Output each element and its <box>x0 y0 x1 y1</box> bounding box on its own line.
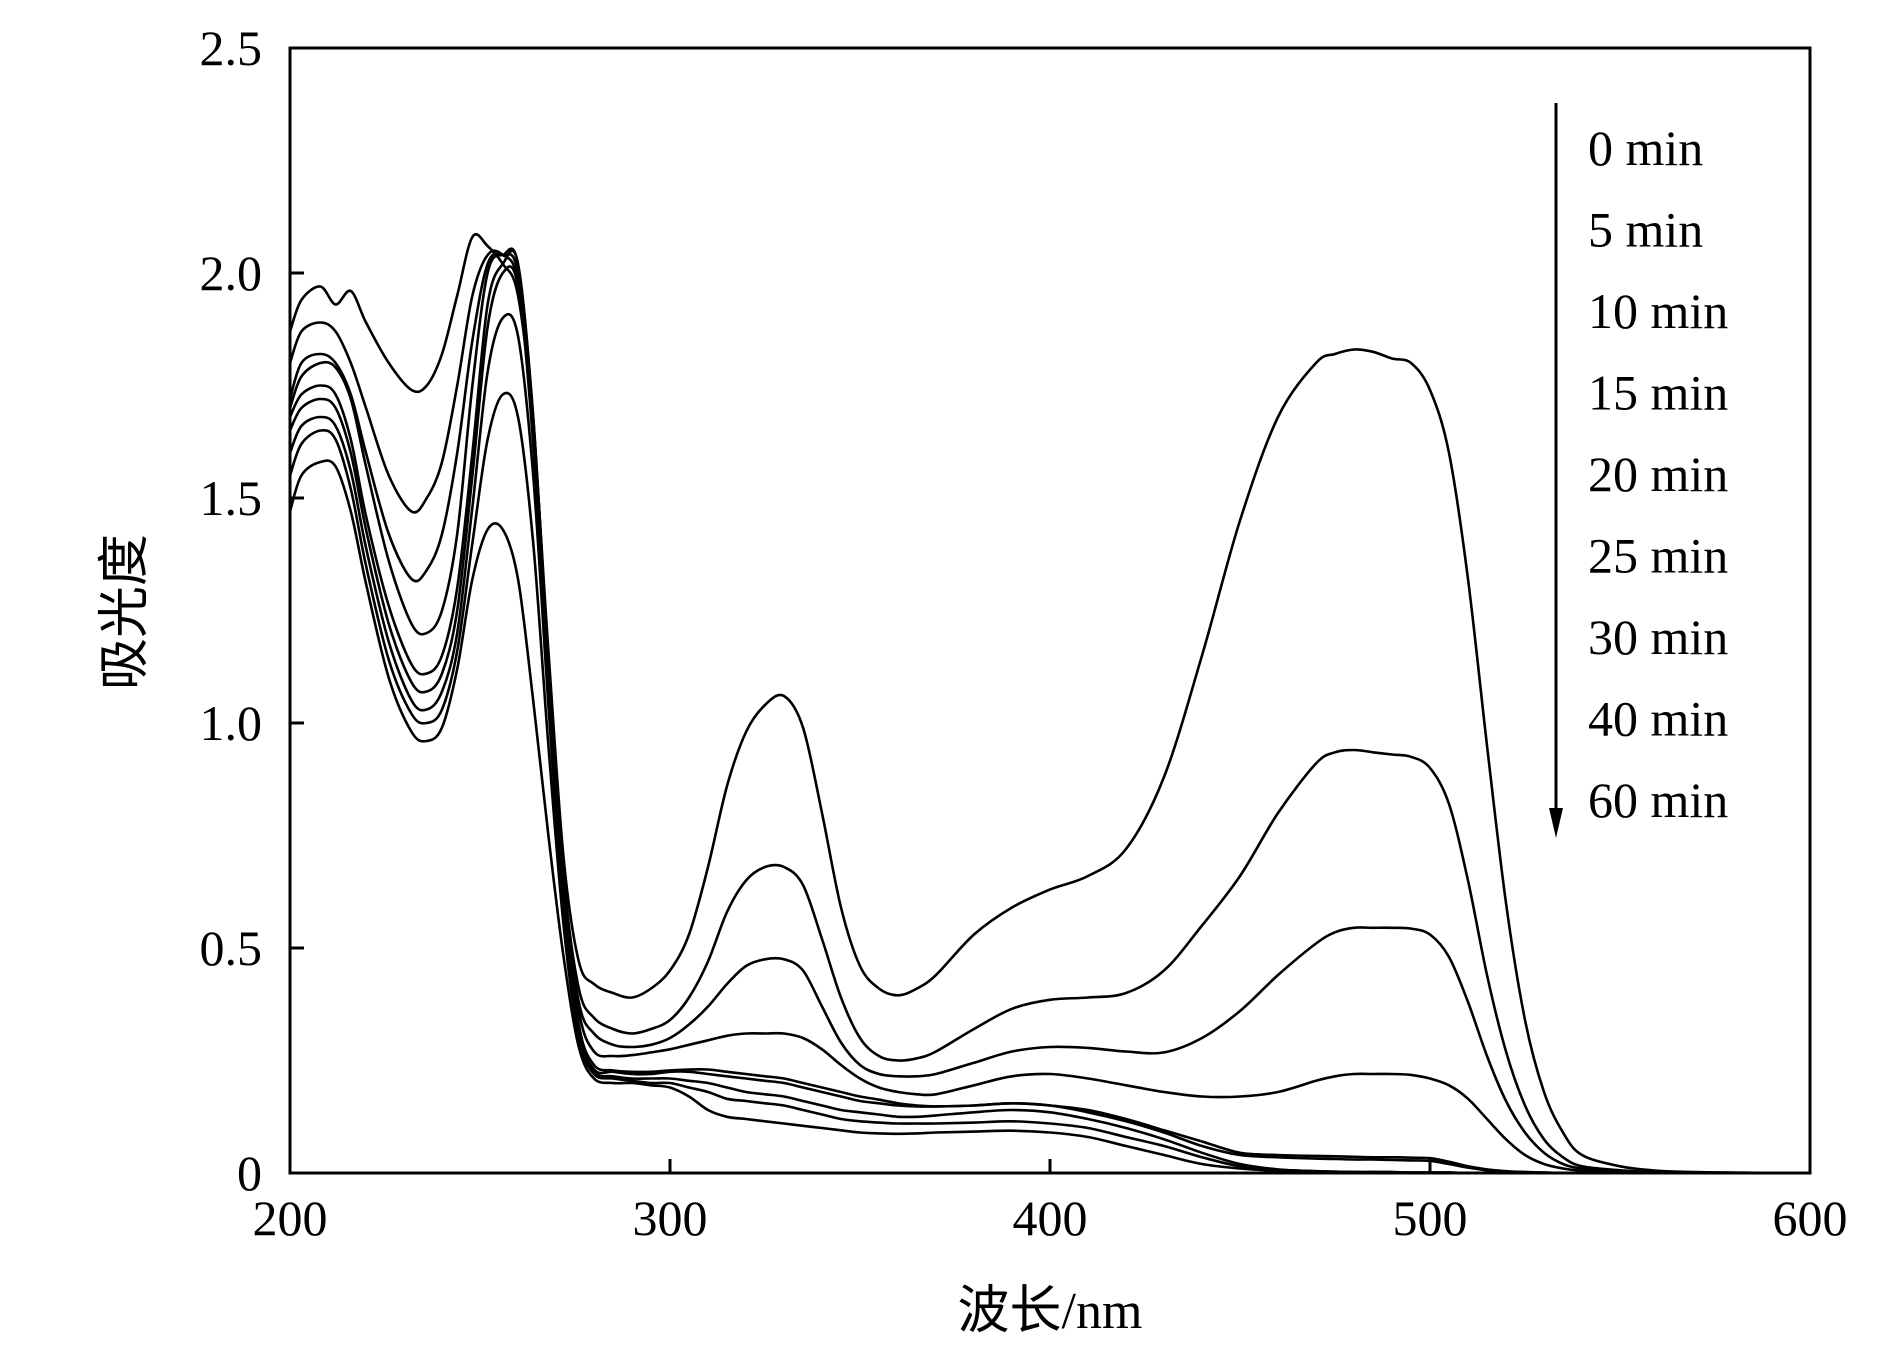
legend-entry: 60 min <box>1588 772 1728 828</box>
y-tick-label: 0.5 <box>200 920 263 976</box>
series-line-1 <box>288 391 1774 1175</box>
series-line-5 <box>288 247 1774 1175</box>
legend-entry: 10 min <box>1588 283 1728 339</box>
x-axis: 200 300 400 500 600 <box>253 1159 1848 1246</box>
x-tick-label: 300 <box>633 1190 708 1246</box>
x-tick-label: 200 <box>253 1190 328 1246</box>
legend-entry: 15 min <box>1588 365 1728 421</box>
series-line-3 <box>288 265 1774 1175</box>
y-tick-label: 2.5 <box>200 20 263 76</box>
y-tick-label: 1.0 <box>200 695 263 751</box>
y-tick-label: 2.0 <box>200 245 263 301</box>
legend-entry: 25 min <box>1588 528 1728 584</box>
x-axis-title: 波长/nm <box>958 1283 1143 1340</box>
x-tick-label: 400 <box>1013 1190 1088 1246</box>
legend-entry: 30 min <box>1588 609 1728 665</box>
series-line-0 <box>288 459 1774 1175</box>
legend-entry: 40 min <box>1588 691 1728 747</box>
plot-area-frame <box>288 46 1812 1175</box>
y-tick-label: 0 <box>237 1145 262 1201</box>
y-axis: 0 0.5 1.0 1.5 2.0 2.5 <box>200 20 304 1201</box>
y-tick-label: 1.5 <box>200 470 263 526</box>
series-line-4 <box>288 249 1774 1175</box>
legend-entry: 20 min <box>1588 446 1728 502</box>
legend-entry: 0 min <box>1588 120 1703 176</box>
x-tick-label: 500 <box>1393 1190 1468 1246</box>
legend-arrow-down-icon <box>1549 808 1563 838</box>
series-line-6 <box>288 252 1774 1175</box>
series-line-7 <box>288 249 1774 1175</box>
y-axis-title: 吸光度 <box>97 534 154 690</box>
legend-entry: 5 min <box>1588 202 1703 258</box>
x-tick-label: 600 <box>1773 1190 1848 1246</box>
series-line-8 <box>288 232 1774 1175</box>
series-lines <box>288 232 1774 1175</box>
series-line-2 <box>288 312 1774 1175</box>
legend: 0 min 5 min 10 min 15 min 20 min 25 min 30 min… <box>1549 103 1728 838</box>
